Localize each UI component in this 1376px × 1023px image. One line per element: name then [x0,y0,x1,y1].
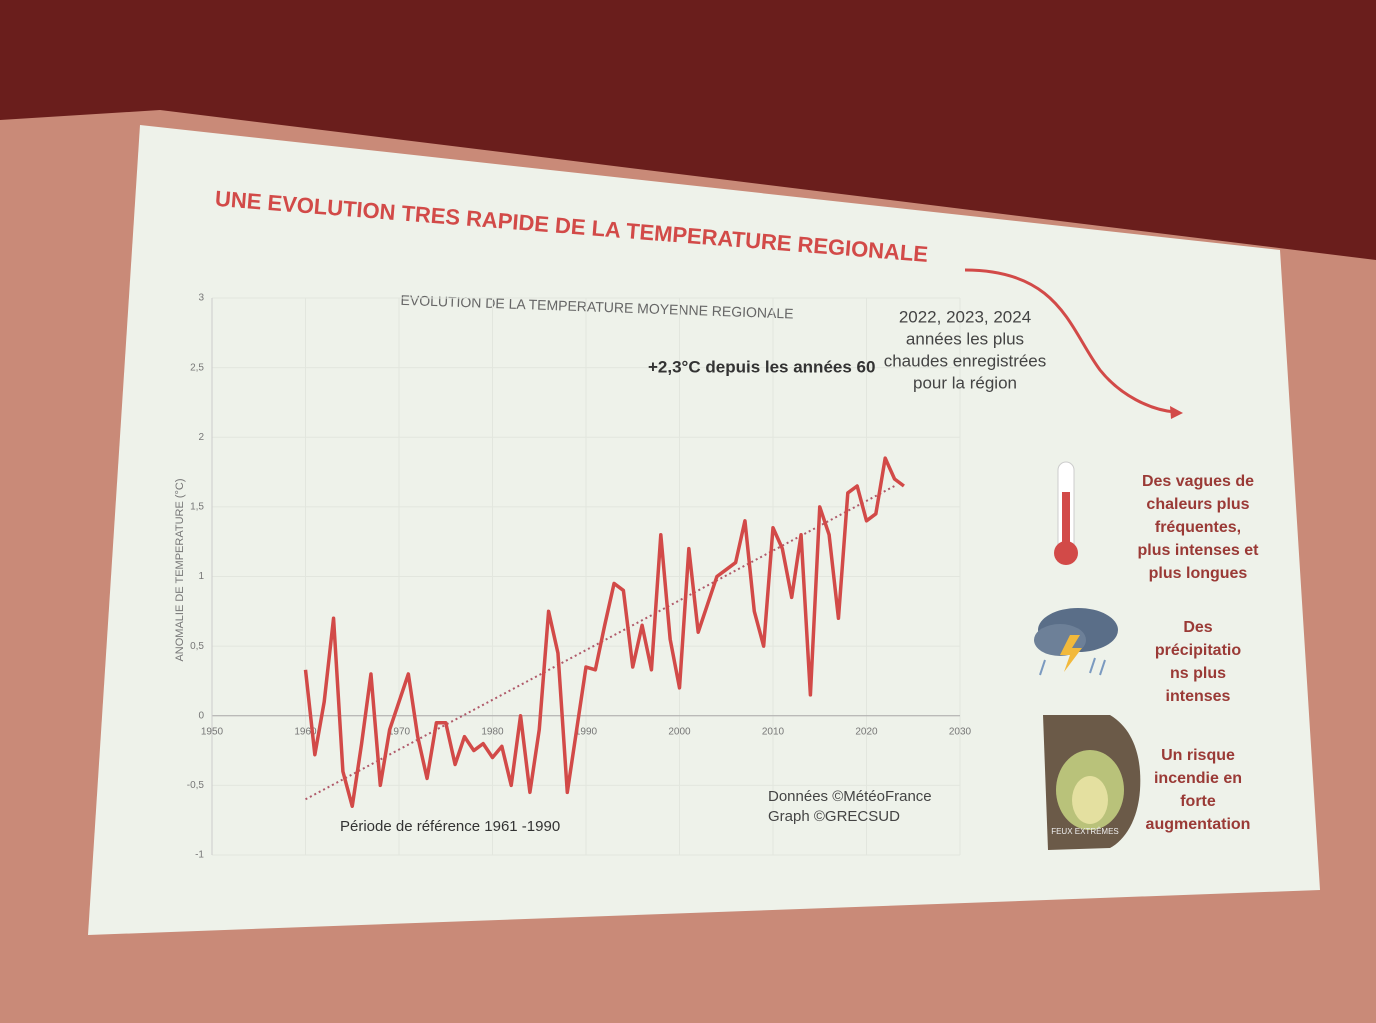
thermometer-icon [1054,462,1078,565]
impact-text: précipitatio [1155,642,1241,659]
impact-text: Des [1183,619,1212,636]
impact-text: ns plus [1170,665,1226,682]
impact-text: plus longues [1149,565,1248,582]
source: Graph ©GRECSUD [768,808,900,825]
annotation-record-line: pour la région [913,373,1017,392]
impact-text: plus intenses et [1138,542,1260,559]
impact-text: Un risque [1161,747,1235,764]
y-tick-label: 0,5 [190,641,204,652]
y-tick-label: 1 [198,571,204,582]
annotation-record-line: 2022, 2023, 2024 [899,307,1031,326]
y-tick-label: 3 [198,293,204,304]
impact-text: forte [1180,793,1216,810]
page: {"slide_title":"UNE EVOLUTION TRES RAPID… [0,0,1376,1023]
impact-text: intenses [1166,688,1231,705]
fire-badge: FEUX EXTRÊMES [1043,715,1140,850]
annotation-increase: +2,3°C depuis les années 60 [648,357,875,376]
x-tick-label: 2020 [855,726,878,737]
x-tick-label: 2000 [668,726,691,737]
y-axis-label: ANOMALIE DE TEMPERATURE (°C) [174,478,186,661]
annotation-record-line: années les plus [906,329,1024,348]
thermometer-bulb [1054,541,1078,565]
y-tick-label: 1,5 [190,502,204,513]
source: Données ©MétéoFrance [768,788,932,805]
y-tick-label: -0,5 [187,780,205,791]
impact-text: augmentation [1146,816,1251,833]
x-tick-label: 1980 [481,726,504,737]
x-tick-label: 2030 [949,726,972,737]
impact-text: fréquentes, [1155,519,1241,536]
flame-core [1072,776,1108,824]
badge-label: FEUX EXTRÊMES [1051,827,1119,836]
y-tick-label: 0 [198,710,204,721]
impact-text: Des vagues de [1142,473,1254,490]
annotation-record-line: chaudes enregistrées [884,351,1047,370]
y-tick-label: 2 [198,432,204,443]
impact-text: chaleurs plus [1146,496,1249,513]
impacts: Des vagues de chaleurs plus fréquentes, plu… [1138,473,1260,833]
y-tick-label: 2,5 [190,362,204,373]
y-tick-label: -1 [195,850,204,861]
annotation-reference: Période de référence 1961 -1990 [340,818,560,835]
x-tick-label: 2010 [762,726,785,737]
scene: UNE EVOLUTION TRES RAPIDE DE LA TEMPERAT… [0,0,1376,1023]
impact-text: incendie en [1154,770,1242,787]
